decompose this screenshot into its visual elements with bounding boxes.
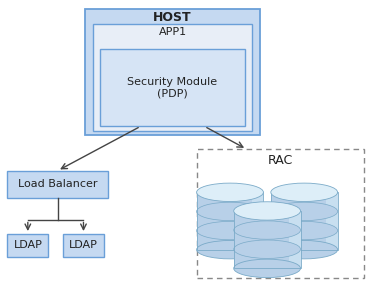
Text: Security Module
(PDP): Security Module (PDP) (128, 77, 217, 98)
Ellipse shape (234, 221, 301, 239)
Ellipse shape (197, 202, 263, 221)
FancyBboxPatch shape (100, 49, 245, 126)
Polygon shape (326, 192, 338, 250)
Text: LDAP: LDAP (69, 241, 98, 250)
Ellipse shape (271, 183, 338, 201)
Ellipse shape (271, 241, 338, 259)
Ellipse shape (271, 221, 338, 240)
Text: LDAP: LDAP (13, 241, 42, 250)
FancyBboxPatch shape (85, 9, 260, 135)
Polygon shape (252, 192, 263, 250)
Text: APP1: APP1 (158, 28, 187, 37)
FancyBboxPatch shape (7, 234, 48, 257)
Ellipse shape (197, 183, 263, 201)
Ellipse shape (234, 259, 301, 278)
Ellipse shape (197, 221, 263, 240)
FancyBboxPatch shape (7, 171, 108, 198)
Polygon shape (234, 211, 301, 268)
Polygon shape (271, 192, 283, 250)
Ellipse shape (234, 240, 301, 258)
Text: Load Balancer: Load Balancer (18, 179, 97, 189)
Polygon shape (289, 211, 301, 268)
Polygon shape (234, 211, 245, 268)
Polygon shape (197, 192, 263, 250)
Ellipse shape (271, 202, 338, 221)
Ellipse shape (234, 202, 301, 220)
Text: RAC: RAC (267, 154, 293, 167)
FancyBboxPatch shape (93, 24, 252, 131)
Ellipse shape (197, 241, 263, 259)
Polygon shape (271, 192, 338, 250)
Text: HOST: HOST (153, 11, 192, 24)
Polygon shape (197, 192, 208, 250)
FancyBboxPatch shape (63, 234, 104, 257)
